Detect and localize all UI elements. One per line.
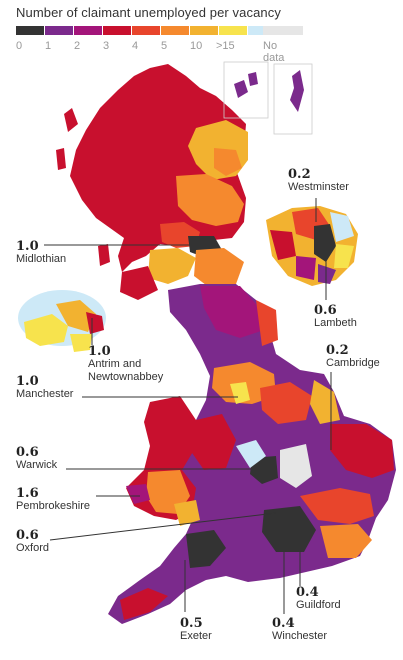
callout-value: 0.2 bbox=[326, 343, 349, 358]
legend-swatch-5 bbox=[161, 26, 189, 35]
callout-value: 1.0 bbox=[16, 239, 39, 254]
legend-swatch-0 bbox=[16, 26, 44, 35]
callout-name: Pembrokeshire bbox=[16, 500, 90, 512]
callout-value: 0.5 bbox=[180, 616, 203, 631]
legend-swatch-8 bbox=[248, 26, 276, 35]
callout-westminster: 0.2 Westminster bbox=[288, 168, 349, 194]
callout-midlothian: 1.0 Midlothian bbox=[16, 240, 66, 266]
callout-lambeth: 0.6 Lambeth bbox=[314, 304, 357, 330]
legend-swatch-1 bbox=[45, 26, 73, 35]
callout-value: 0.6 bbox=[314, 303, 337, 318]
callout-cambridge: 0.2 Cambridge bbox=[326, 344, 380, 370]
callout-value: 0.2 bbox=[288, 167, 311, 182]
scotland-region bbox=[56, 64, 248, 300]
northern-ireland-inset bbox=[18, 290, 106, 352]
callout-name: Winchester bbox=[272, 630, 328, 642]
callout-name: Antrim and Newtownabbey bbox=[88, 358, 164, 383]
legend-swatch-2 bbox=[74, 26, 102, 35]
callout-value: 0.6 bbox=[16, 445, 39, 460]
legend-tick: 3 bbox=[103, 40, 110, 52]
callout-name: Guildford bbox=[296, 599, 341, 611]
legend-tick: 10 bbox=[190, 40, 203, 52]
callout-warwick: 0.6 Warwick bbox=[16, 446, 57, 472]
legend-swatch-4 bbox=[132, 26, 160, 35]
callout-value: 1.6 bbox=[16, 486, 39, 501]
wales-region bbox=[126, 396, 200, 526]
callout-name: Cambridge bbox=[326, 357, 380, 369]
callout-guildford: 0.4 Guildford bbox=[296, 586, 341, 612]
callout-name: Manchester bbox=[16, 388, 74, 400]
legend-tick: 1 bbox=[45, 40, 52, 52]
legend-swatch-3 bbox=[103, 26, 131, 35]
callout-value: 1.0 bbox=[16, 374, 39, 389]
callout-value: 0.4 bbox=[296, 585, 319, 600]
oxford-leader bbox=[49, 512, 277, 541]
legend-tick: 2 bbox=[74, 40, 81, 52]
callout-pembrokeshire: 1.6 Pembrokeshire bbox=[16, 487, 90, 513]
callout-name: Oxford bbox=[16, 542, 50, 554]
callout-value: 0.4 bbox=[272, 616, 295, 631]
london-inset bbox=[266, 206, 358, 286]
shetland-inset bbox=[223, 61, 313, 135]
legend-tick: >15 bbox=[216, 40, 235, 52]
callout-value: 0.6 bbox=[16, 528, 39, 543]
callout-value: 1.0 bbox=[88, 344, 111, 359]
callout-antrim: 1.0 Antrim and Newtownabbey bbox=[88, 345, 198, 384]
callout-winchester: 0.4 Winchester bbox=[272, 617, 327, 643]
legend-no-data-label: No data bbox=[263, 40, 285, 64]
map-title: Number of claimant unemployed per vacanc… bbox=[16, 5, 281, 20]
legend-tick: 0 bbox=[16, 40, 23, 52]
legend-swatch-nodata bbox=[263, 26, 303, 35]
callout-name: Warwick bbox=[16, 459, 58, 471]
callout-oxford: 0.6 Oxford bbox=[16, 529, 49, 555]
callout-name: Lambeth bbox=[314, 317, 357, 329]
legend-swatch-7 bbox=[219, 26, 247, 35]
callout-name: Exeter bbox=[180, 630, 212, 642]
england-region bbox=[108, 284, 396, 624]
callout-exeter: 0.5 Exeter bbox=[180, 617, 212, 643]
legend-swatch-6 bbox=[190, 26, 218, 35]
legend-tick: 4 bbox=[132, 40, 139, 52]
callout-name: Westminster bbox=[288, 181, 349, 193]
callout-manchester: 1.0 Manchester bbox=[16, 375, 73, 401]
legend-tick: 5 bbox=[161, 40, 168, 52]
callout-name: Midlothian bbox=[16, 253, 67, 265]
